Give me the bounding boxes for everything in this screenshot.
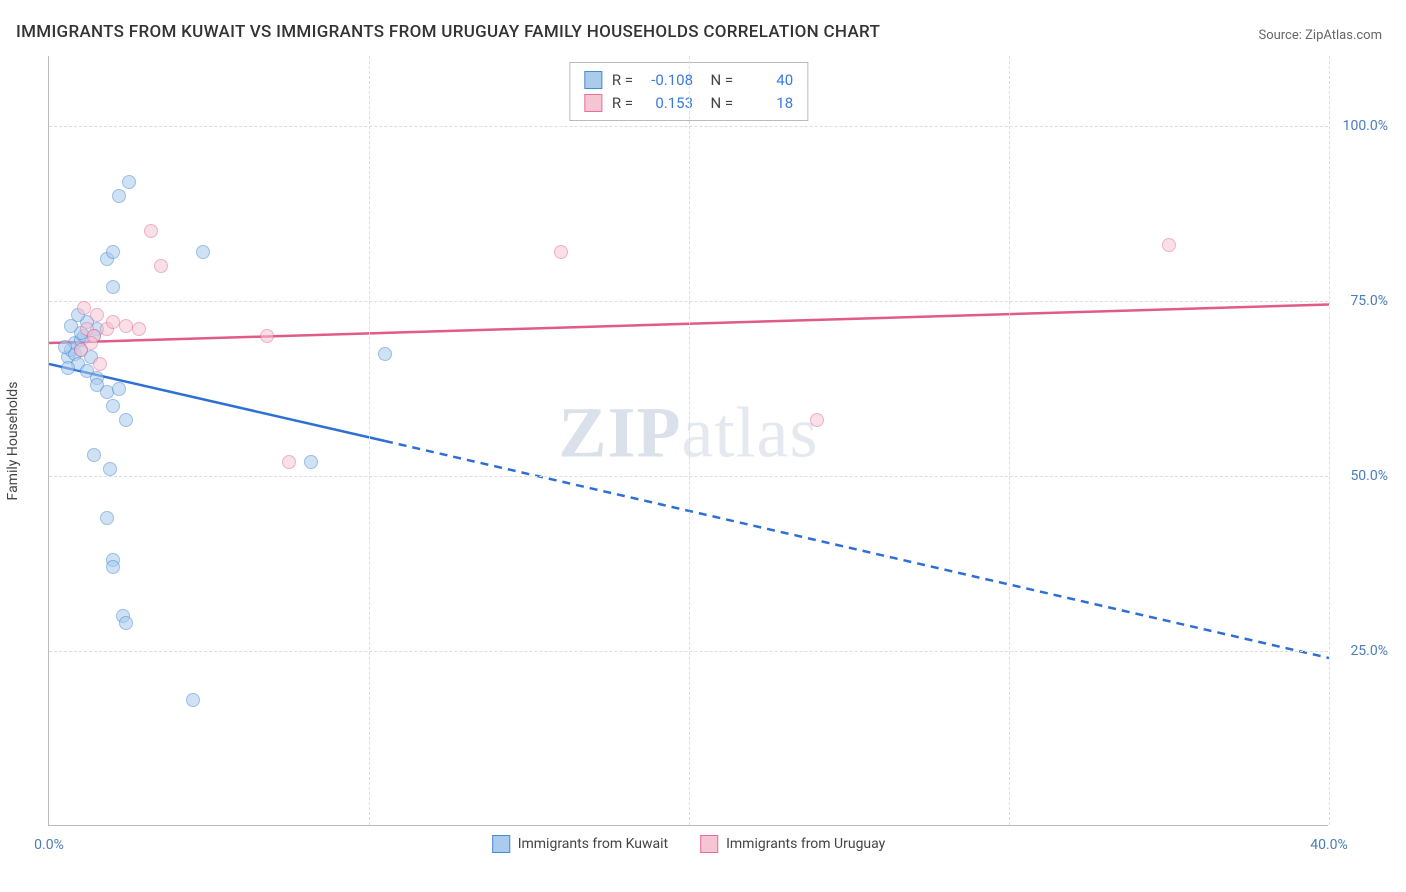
data-point	[106, 245, 120, 259]
data-point	[554, 245, 568, 259]
y-tick-label: 50.0%	[1333, 468, 1388, 484]
data-point	[106, 399, 120, 413]
data-point	[100, 511, 114, 525]
data-point	[93, 357, 107, 371]
data-point	[90, 308, 104, 322]
data-point	[282, 455, 296, 469]
data-point	[1162, 238, 1176, 252]
data-point	[77, 301, 91, 315]
legend-swatch-blue	[492, 835, 510, 853]
x-tick-label: 0.0%	[34, 837, 64, 853]
gridline-v	[1009, 56, 1010, 825]
data-point	[87, 448, 101, 462]
data-point	[106, 560, 120, 574]
data-point	[119, 413, 133, 427]
data-point	[58, 340, 72, 354]
data-point	[196, 245, 210, 259]
y-tick-label: 100.0%	[1333, 118, 1388, 134]
data-point	[61, 361, 75, 375]
data-point	[132, 322, 146, 336]
data-point	[106, 315, 120, 329]
gridline-v	[1329, 56, 1330, 825]
data-point	[260, 329, 274, 343]
plot-region: ZIPatlas R =-0.108 N =40 R =0.153 N =18 …	[48, 56, 1328, 826]
y-tick-label: 75.0%	[1333, 293, 1388, 309]
data-point	[119, 616, 133, 630]
data-point	[186, 693, 200, 707]
data-point	[84, 336, 98, 350]
swatch-blue	[584, 71, 602, 89]
x-tick-label: 40.0%	[1310, 837, 1348, 853]
legend-swatch-pink	[700, 835, 718, 853]
y-axis-label: Family Households	[5, 381, 21, 500]
data-point	[106, 280, 120, 294]
data-point	[122, 175, 136, 189]
data-point	[378, 347, 392, 361]
legend-item-uruguay: Immigrants from Uruguay	[700, 835, 885, 853]
chart-title: IMMIGRANTS FROM KUWAIT VS IMMIGRANTS FRO…	[16, 22, 880, 42]
data-point	[810, 413, 824, 427]
legend-item-kuwait: Immigrants from Kuwait	[492, 835, 668, 853]
source-attribution: Source: ZipAtlas.com	[1258, 28, 1382, 43]
series-legend: Immigrants from Kuwait Immigrants from U…	[492, 835, 886, 853]
gridline-v	[369, 56, 370, 825]
data-point	[119, 319, 133, 333]
gridline-v	[689, 56, 690, 825]
data-point	[304, 455, 318, 469]
y-tick-label: 25.0%	[1333, 643, 1388, 659]
data-point	[112, 189, 126, 203]
chart-area: ZIPatlas R =-0.108 N =40 R =0.153 N =18 …	[48, 56, 1368, 826]
swatch-pink	[584, 94, 602, 112]
data-point	[154, 259, 168, 273]
data-point	[103, 462, 117, 476]
data-point	[144, 224, 158, 238]
data-point	[112, 382, 126, 396]
